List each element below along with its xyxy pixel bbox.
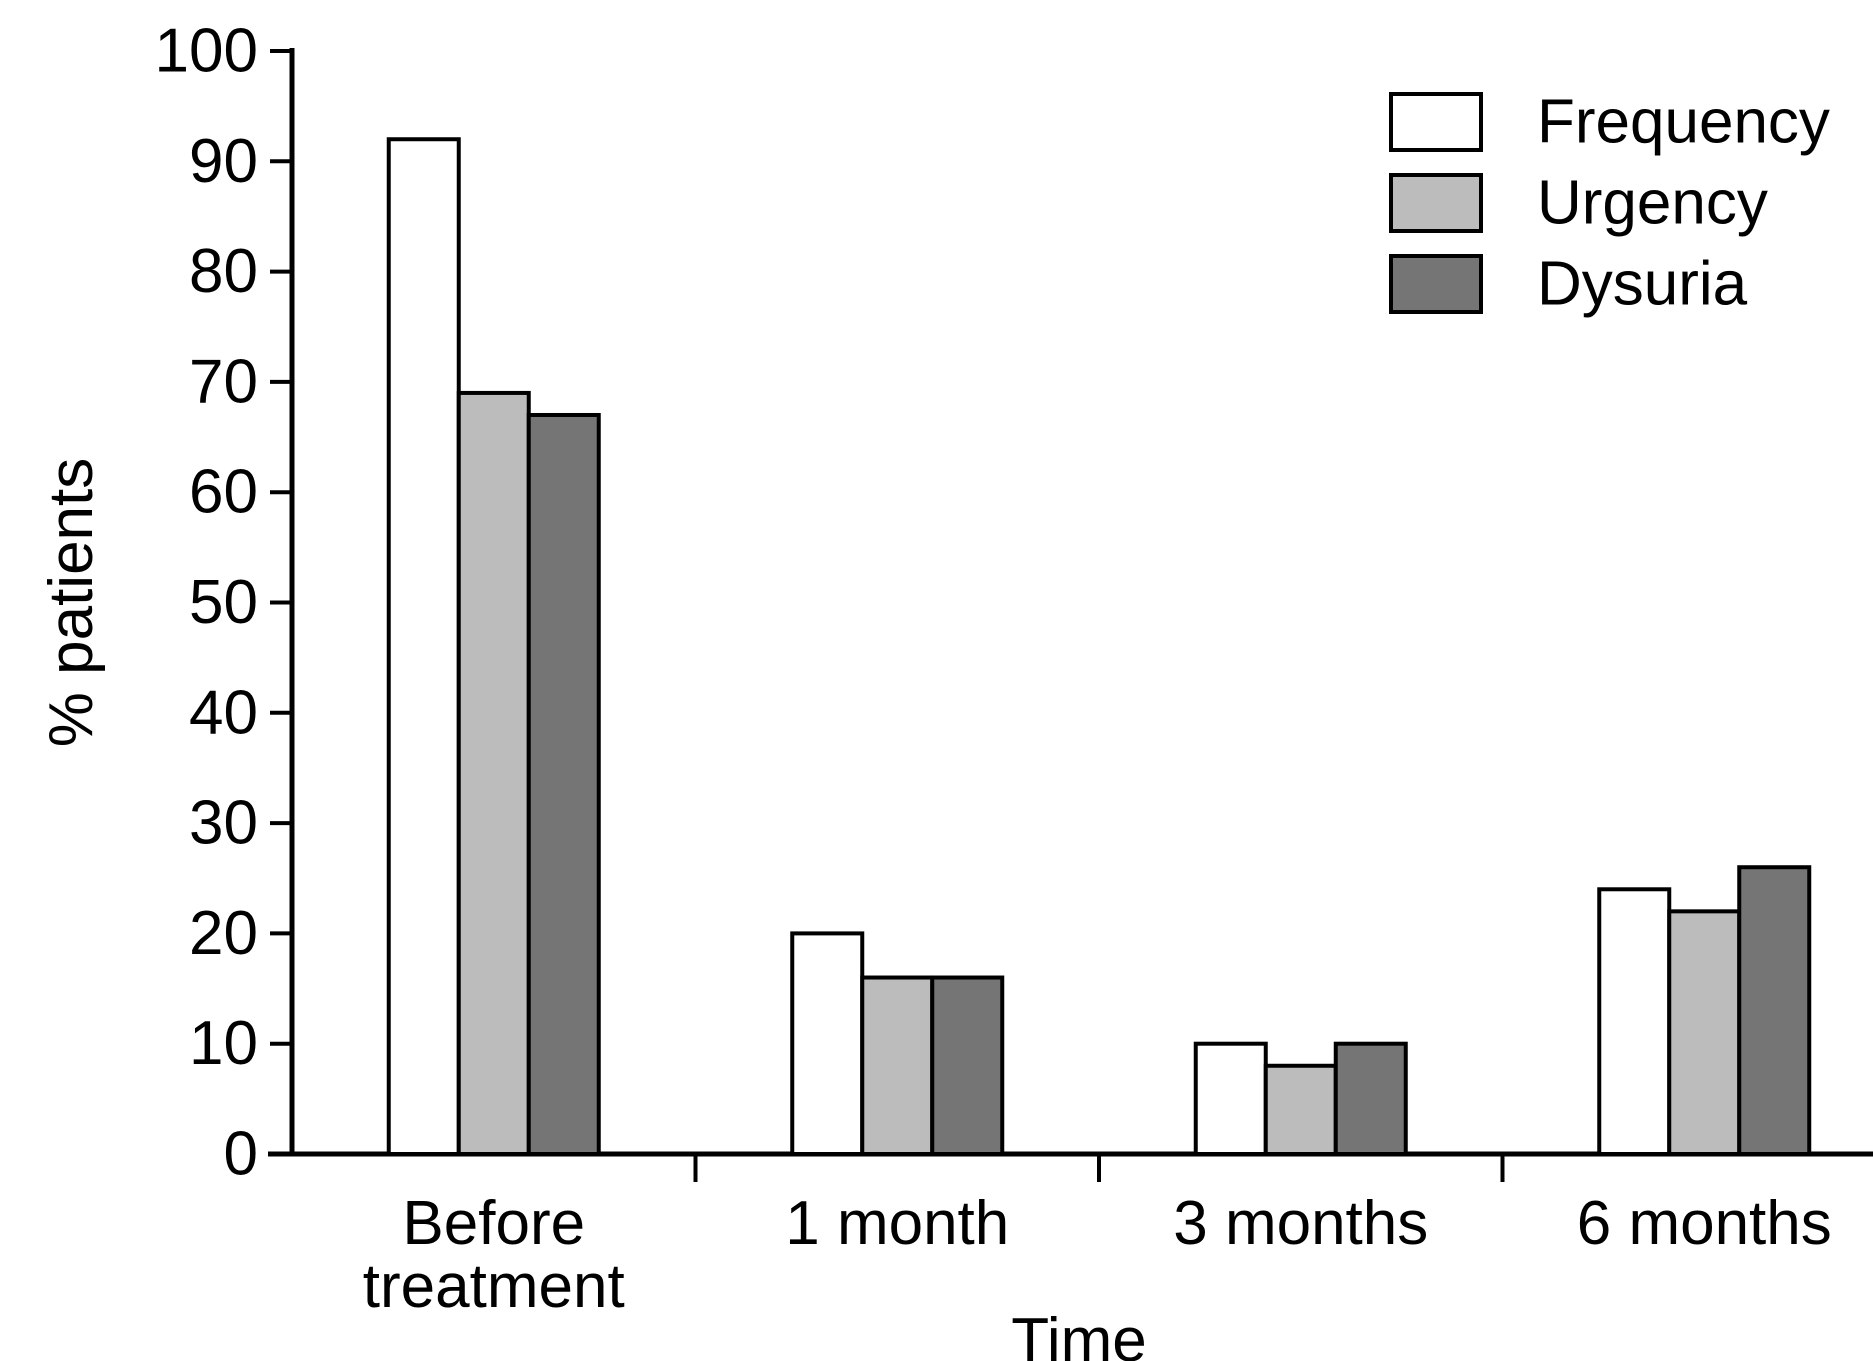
- y-tick-label-80: 80: [189, 237, 258, 306]
- bar-dysuria-3-months: [1333, 1041, 1408, 1156]
- y-tick-label-90: 90: [189, 127, 258, 196]
- y-tick-label-100: 100: [155, 17, 258, 86]
- bar-urgency-1-month: [860, 975, 935, 1157]
- x-category-label-3-months: 3 months: [1173, 1189, 1428, 1258]
- y-tick-label-70: 70: [189, 347, 258, 416]
- bar-dysuria-6-months: [1737, 865, 1812, 1156]
- legend-swatch-frequency: [1389, 92, 1483, 152]
- x-category-label-6-months: 6 months: [1577, 1189, 1832, 1258]
- bar-dysuria-before-treatment: [526, 412, 601, 1156]
- bar-dysuria-1-month: [930, 975, 1005, 1157]
- legend-swatch-urgency: [1389, 173, 1483, 233]
- y-tick-label-50: 50: [189, 568, 258, 637]
- y-axis-title: % patients: [40, 458, 106, 748]
- bar-urgency-6-months: [1667, 909, 1742, 1157]
- bar-frequency-1-month: [790, 931, 865, 1157]
- bar-frequency-3-months: [1193, 1041, 1268, 1156]
- y-tick-label-60: 60: [189, 458, 258, 527]
- bar-chart-figure: 0 10 20 30 40 50 60 70 80 90 100 Before treatment 1 m…: [37, 16, 1873, 1361]
- legend-label-frequency: Frequency: [1537, 88, 1830, 157]
- bar-frequency-before-treatment: [386, 137, 461, 1157]
- x-category-label-before-treatment-line2: treatment: [363, 1252, 625, 1321]
- y-tick-label-20: 20: [189, 899, 258, 968]
- legend-label-dysuria: Dysuria: [1537, 250, 1748, 319]
- x-category-label-1-month: 1 month: [785, 1189, 1009, 1258]
- y-tick-label-10: 10: [189, 1009, 258, 1078]
- y-tick-label-0: 0: [224, 1120, 258, 1189]
- legend-label-urgency: Urgency: [1537, 169, 1768, 238]
- x-axis-title: Time: [1011, 1306, 1146, 1361]
- legend-swatch-dysuria: [1389, 254, 1483, 314]
- bar-urgency-3-months: [1263, 1063, 1338, 1157]
- bar-urgency-before-treatment: [456, 390, 531, 1156]
- bar-frequency-6-months: [1597, 887, 1672, 1157]
- x-category-label-before-treatment-line1: Before: [402, 1189, 585, 1258]
- y-tick-label-40: 40: [189, 678, 258, 747]
- y-tick-label-30: 30: [189, 789, 258, 858]
